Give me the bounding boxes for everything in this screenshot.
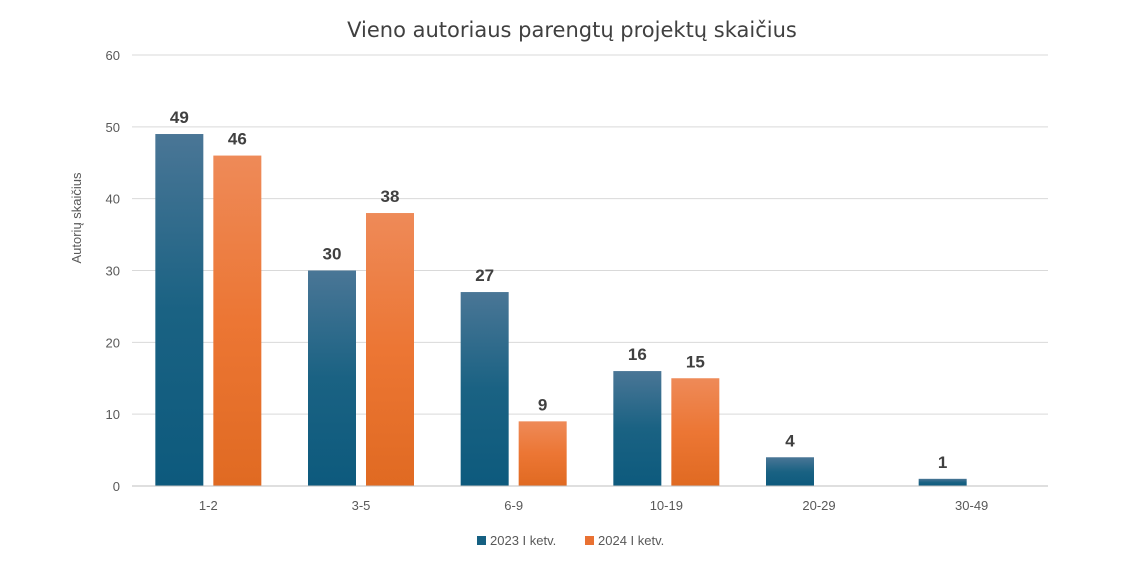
bar-2023-10-19: [613, 371, 662, 486]
legend-swatch: [585, 536, 594, 545]
y-tick-label: 0: [113, 479, 120, 494]
data-label: 49: [170, 108, 189, 127]
chart-title: Vieno autoriaus parengtų projektų skaiči…: [347, 18, 797, 42]
bars: [155, 134, 967, 487]
y-axis-title: Autorių skaičius: [69, 172, 84, 264]
y-tick-label: 30: [106, 264, 120, 279]
data-label: 1: [938, 453, 947, 472]
legend-label: 2023 I ketv.: [490, 533, 556, 548]
x-tick-label: 20-29: [802, 498, 835, 513]
y-tick-label: 40: [106, 192, 120, 207]
axes: 0 10 20 30 40 50 60 1-2 3-5 6-9 10-19 20-29 30-49: [106, 48, 1048, 513]
data-label: 9: [538, 395, 547, 414]
gridlines: [132, 54, 1048, 415]
data-label: 38: [381, 187, 400, 206]
x-tick-label: 30-49: [955, 498, 988, 513]
y-tick-label: 60: [106, 48, 120, 63]
bar-2024-1-2: [213, 155, 262, 487]
x-tick-label: 6-9: [504, 498, 523, 513]
legend: 2023 I ketv. 2024 I ketv.: [477, 533, 664, 548]
x-tick-label: 3-5: [352, 498, 371, 513]
data-label: 46: [228, 130, 247, 149]
data-label: 16: [628, 345, 647, 364]
data-label: 30: [323, 245, 342, 264]
bar-2023-3-5: [308, 270, 356, 486]
x-tick-label: 1-2: [199, 498, 218, 513]
bar-2024-10-19: [671, 378, 720, 486]
bar-2023-30-49: [918, 478, 967, 486]
x-tick-label: 10-19: [650, 498, 683, 513]
bar-2023-6-9: [460, 292, 509, 486]
y-tick-label: 10: [106, 407, 120, 422]
data-label: 4: [785, 431, 795, 450]
data-label: 15: [686, 352, 705, 371]
y-tick-label: 50: [106, 120, 120, 135]
data-label: 27: [475, 266, 494, 285]
legend-label: 2024 I ketv.: [598, 533, 664, 548]
bar-2024-3-5: [366, 213, 414, 487]
legend-swatch: [477, 536, 486, 545]
data-labels: 49 46 30 38 27 9 16 15 4 1: [170, 108, 948, 472]
bar-2023-1-2: [155, 134, 204, 486]
bar-2024-6-9: [518, 421, 567, 486]
y-tick-label: 20: [106, 335, 120, 350]
bar-2023-20-29: [766, 457, 814, 486]
